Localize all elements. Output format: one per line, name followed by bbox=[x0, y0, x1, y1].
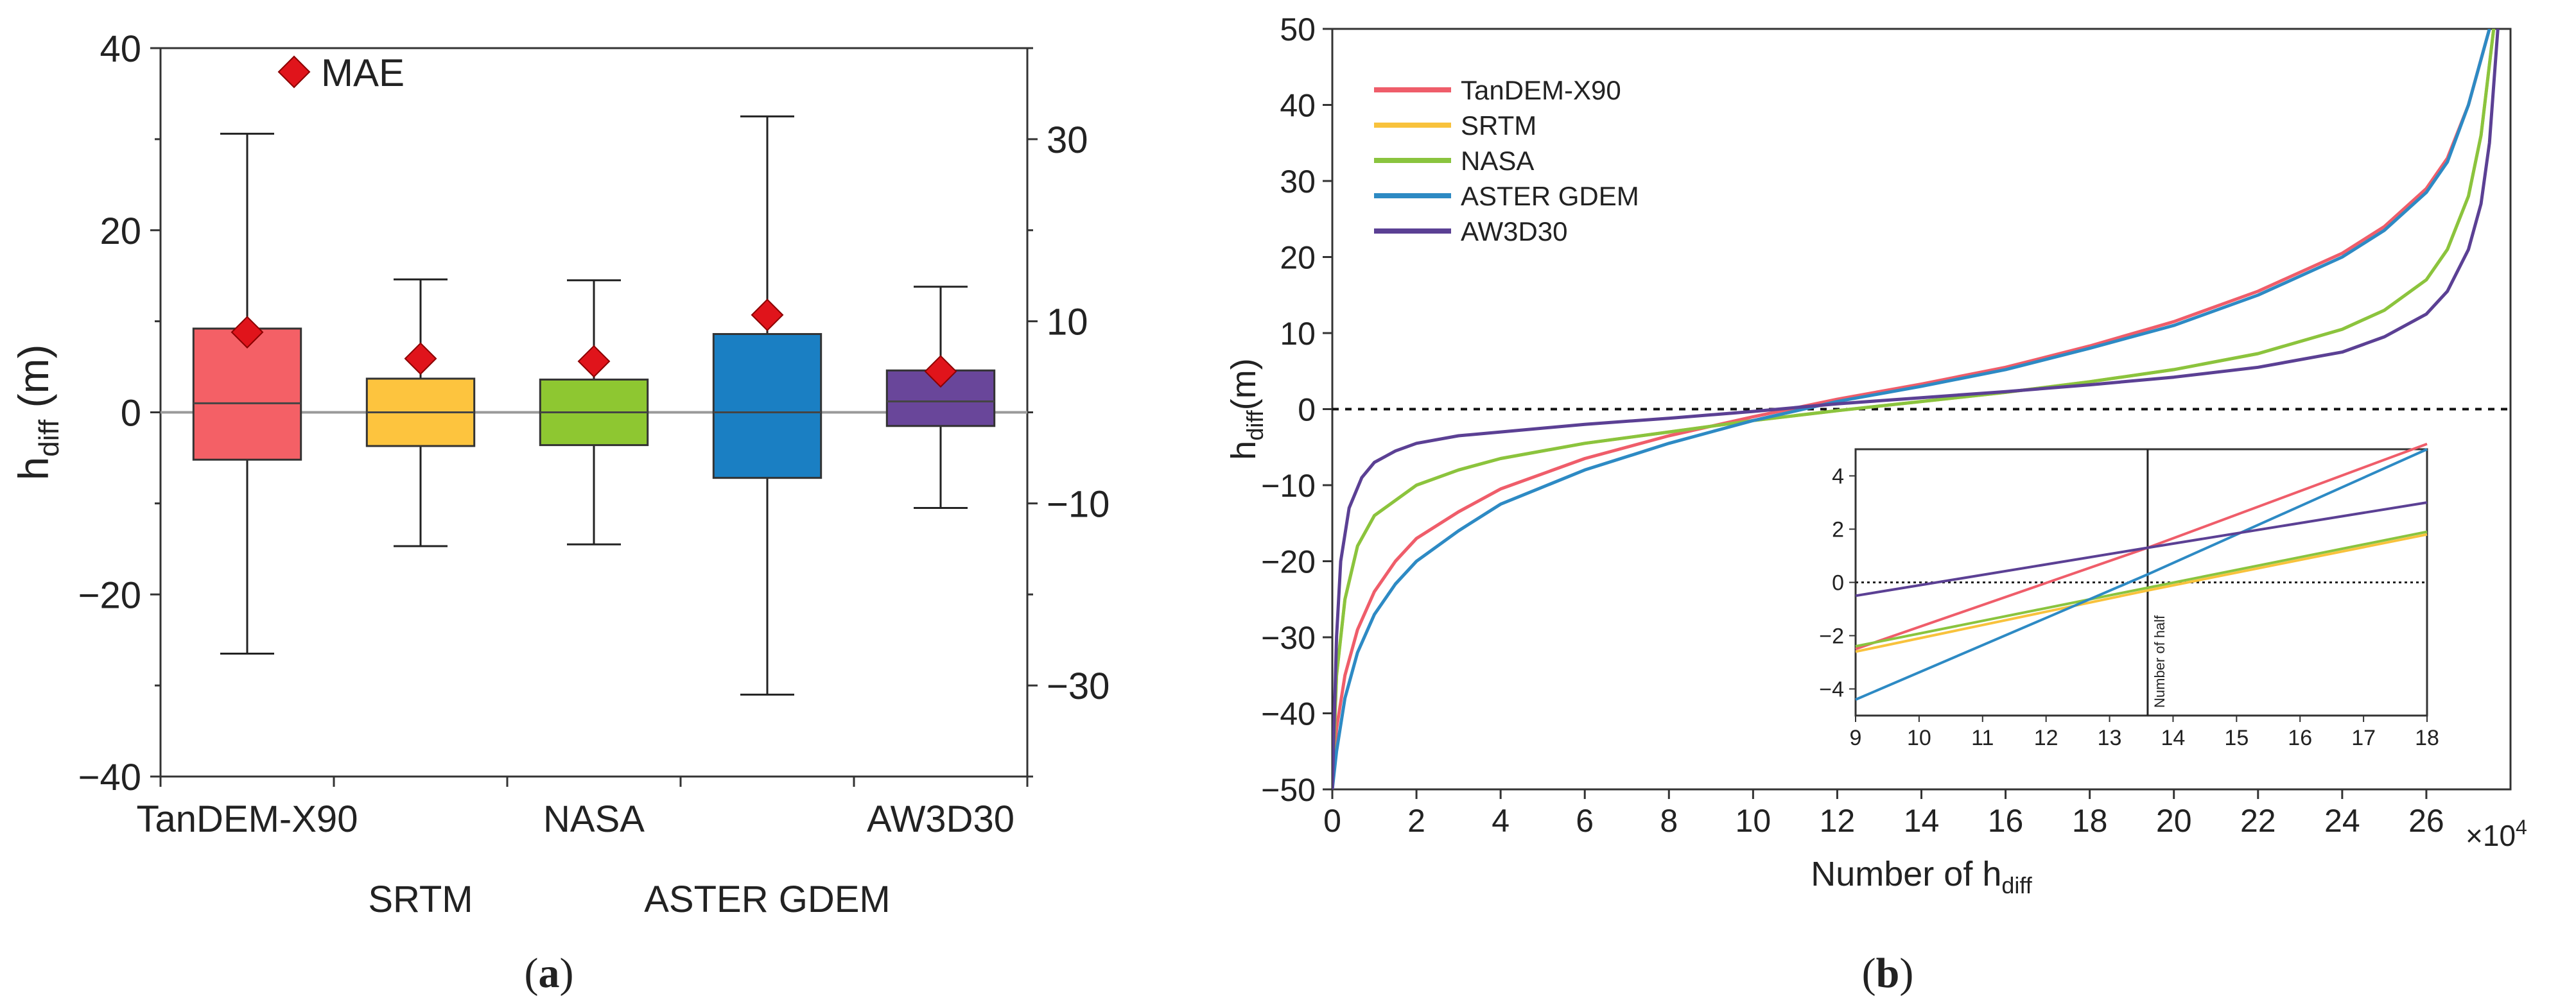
x-tick-label: 10 bbox=[1736, 803, 1771, 839]
inset-y-tick-label: 0 bbox=[1832, 571, 1844, 596]
series-line-aw3d30 bbox=[1332, 29, 2500, 789]
y-tick-label: −40 bbox=[1261, 696, 1316, 732]
x-tick-label: 20 bbox=[2156, 803, 2192, 839]
mae-marker bbox=[577, 345, 611, 378]
series-line-tandem-x90 bbox=[1332, 29, 2491, 789]
x-tick-label: 12 bbox=[1820, 803, 1856, 839]
y-right-tick-label: −30 bbox=[1047, 666, 1110, 707]
inset-series-line-aw3d30 bbox=[1855, 501, 2428, 597]
legend-label: AW3D30 bbox=[1461, 216, 1568, 246]
inset-x-tick-label: 13 bbox=[2098, 726, 2122, 750]
inset-series-line-nasa bbox=[1855, 530, 2428, 648]
inset-half-label: Number of half bbox=[2152, 615, 2168, 708]
y-tick-label: 0 bbox=[121, 393, 141, 434]
y-tick-label: 40 bbox=[1280, 88, 1316, 124]
y-tick-label: 10 bbox=[1280, 316, 1316, 352]
x-category-label: SRTM bbox=[368, 879, 473, 920]
inset-x-tick-label: 11 bbox=[1971, 726, 1994, 750]
box-tandem-x90 bbox=[192, 327, 302, 461]
y-axis-label: hdiff (m) bbox=[10, 345, 65, 481]
x-tick-label: 2 bbox=[1407, 803, 1425, 839]
x-tick-label: 8 bbox=[1660, 803, 1678, 839]
y-right-tick-label: 30 bbox=[1047, 119, 1088, 161]
series-line-aster-gdem bbox=[1332, 29, 2491, 789]
inset-x-tick-label: 14 bbox=[2161, 726, 2186, 750]
legend-label: ASTER GDEM bbox=[1461, 181, 1639, 211]
x-tick-label: 26 bbox=[2408, 803, 2444, 839]
inset-y-tick-label: −2 bbox=[1819, 624, 1844, 649]
x-tick-label: 24 bbox=[2324, 803, 2360, 839]
panel-a-box-chart: −40 −20 0 20 40 −30 −10 10 30 hdiff (m) TanDEM-X90… bbox=[10, 28, 1110, 920]
inset-x-tick-label: 18 bbox=[2415, 726, 2439, 750]
legend-mae-marker bbox=[277, 55, 311, 89]
mae-marker bbox=[751, 298, 784, 332]
inset-x-tick-label: 16 bbox=[2288, 726, 2312, 750]
x-tick-label: 22 bbox=[2240, 803, 2276, 839]
y-tick-label: −50 bbox=[1261, 772, 1316, 808]
y-tick-label: −40 bbox=[78, 757, 141, 798]
x-tick-label: 0 bbox=[1323, 803, 1341, 839]
x-tick-label: 4 bbox=[1492, 803, 1510, 839]
y-tick-label: −10 bbox=[1261, 468, 1316, 504]
series-line-nasa bbox=[1332, 29, 2496, 789]
legend-mae-label: MAE bbox=[321, 51, 405, 94]
x-multiplier-label: ×104 bbox=[2466, 816, 2527, 852]
x-tick-label: 16 bbox=[1988, 803, 2024, 839]
y-tick-label: 20 bbox=[1280, 240, 1316, 276]
inset-series-line-srtm bbox=[1855, 533, 2428, 653]
x-category-label: TanDEM-X90 bbox=[137, 798, 358, 840]
y-right-tick-label: 10 bbox=[1047, 302, 1088, 343]
x-category-label: AW3D30 bbox=[867, 798, 1014, 840]
inset-x-tick-label: 15 bbox=[2224, 726, 2249, 750]
x-tick-label: 6 bbox=[1576, 803, 1594, 839]
mae-marker bbox=[924, 355, 957, 388]
y-tick-label: −30 bbox=[1261, 620, 1316, 656]
y-tick-label: 30 bbox=[1280, 164, 1316, 200]
inset-y-tick-label: 4 bbox=[1832, 465, 1844, 489]
y-tick-label: 20 bbox=[100, 210, 141, 252]
y-axis-label: hdiff(m) bbox=[1224, 358, 1268, 460]
inset-x-tick-label: 10 bbox=[1907, 726, 1931, 750]
panel-b-label: (b) bbox=[1862, 950, 1914, 997]
y-tick-label: −20 bbox=[1261, 544, 1316, 580]
y-right-tick-label: −10 bbox=[1047, 483, 1110, 525]
x-axis-label: Number of hdiff bbox=[1811, 855, 2033, 898]
mae-marker bbox=[404, 342, 437, 375]
inset-series-line-aster-gdem bbox=[1855, 448, 2428, 701]
inset-x-tick-label: 9 bbox=[1850, 726, 1862, 750]
inset-y-tick-label: 2 bbox=[1832, 518, 1844, 542]
x-category-label: NASA bbox=[543, 798, 645, 840]
mae-marker bbox=[231, 316, 264, 349]
y-tick-label: −20 bbox=[78, 574, 141, 616]
y-tick-label: 0 bbox=[1298, 392, 1316, 428]
x-tick-label: 14 bbox=[1904, 803, 1940, 839]
inset-x-tick-label: 12 bbox=[2034, 726, 2058, 750]
x-tick-label: 18 bbox=[2072, 803, 2108, 839]
inset-x-tick-label: 17 bbox=[2351, 726, 2376, 750]
y-tick-label: 40 bbox=[100, 28, 141, 70]
inset-y-tick-label: −4 bbox=[1819, 678, 1844, 702]
x-category-label: ASTER GDEM bbox=[644, 879, 891, 920]
legend-label: TanDEM-X90 bbox=[1461, 75, 1621, 105]
box-aster-gdem bbox=[712, 332, 822, 479]
legend-label: NASA bbox=[1461, 146, 1534, 176]
legend-label: SRTM bbox=[1461, 110, 1536, 141]
y-tick-label: 50 bbox=[1280, 12, 1316, 47]
panel-a-label: (a) bbox=[525, 950, 574, 997]
